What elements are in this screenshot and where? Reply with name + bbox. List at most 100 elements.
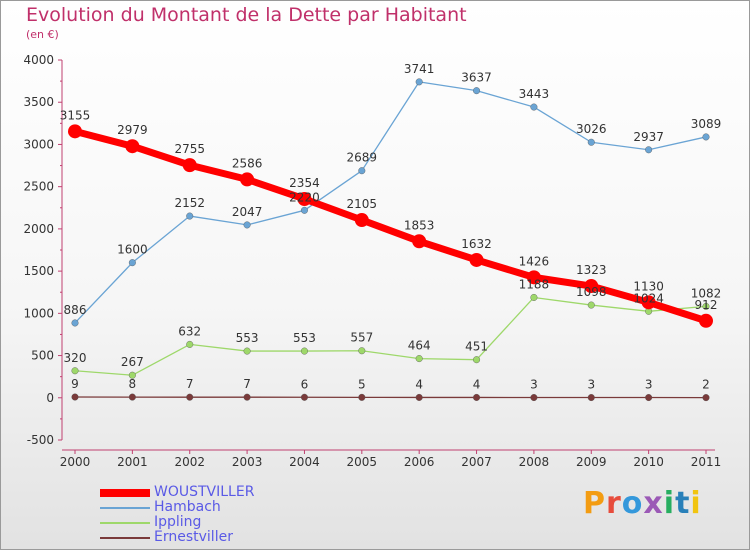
data-point-ippling [473, 356, 481, 364]
logo-letter: i [690, 486, 702, 521]
chart-subtitle: (en €) [26, 28, 59, 41]
data-point-ernestviller [71, 393, 79, 401]
data-label-hambach: 2937 [633, 130, 664, 144]
logo-letter: t [675, 486, 691, 521]
data-point-ippling [71, 367, 79, 375]
series-line-hambach [74, 81, 707, 324]
data-label-ippling: 451 [465, 340, 488, 354]
legend-swatch [100, 522, 150, 524]
data-label-woustviller: 2586 [232, 156, 263, 170]
data-label-hambach: 3637 [461, 71, 492, 85]
data-label-ippling: 464 [408, 339, 431, 353]
x-tick-label: 2008 [519, 455, 550, 469]
data-point-ernestviller [415, 393, 423, 401]
data-label-ernestviller: 4 [473, 377, 481, 391]
data-point-ernestviller [587, 394, 595, 402]
data-point-hambach [128, 259, 136, 267]
data-label-ernestviller: 6 [301, 377, 309, 391]
x-tick-label: 2010 [633, 455, 664, 469]
logo-letter: P [583, 486, 606, 521]
legend-item-hambach: Hambach [100, 499, 320, 515]
data-point-woustviller [125, 139, 140, 154]
data-point-ernestviller [702, 394, 710, 402]
data-label-hambach: 2220 [289, 190, 320, 204]
data-point-ernestviller [300, 393, 308, 401]
data-label-woustviller: 2755 [174, 142, 205, 156]
logo-letter: i [663, 486, 676, 521]
y-tick-label: 1500 [23, 264, 54, 278]
y-tick-label: 2000 [23, 222, 54, 236]
y-tick-label: 3000 [23, 137, 54, 151]
x-tick-label: 2001 [117, 455, 148, 469]
data-point-hambach [645, 146, 653, 154]
legend-swatch [100, 537, 150, 539]
y-tick-label: 500 [31, 349, 54, 363]
data-point-woustviller [240, 172, 255, 187]
data-label-ippling: 320 [64, 351, 87, 365]
data-label-ernestviller: 9 [71, 377, 79, 391]
y-tick-label: 2500 [23, 180, 54, 194]
y-tick-label: 0 [46, 391, 54, 405]
data-point-ernestviller [128, 393, 136, 401]
data-label-ernestviller: 7 [243, 377, 251, 391]
x-tick-label: 2006 [404, 455, 435, 469]
series-line-ernestviller [74, 396, 707, 399]
legend-label: Ippling [154, 514, 202, 530]
data-point-ippling [243, 347, 251, 355]
data-label-ernestviller: 8 [129, 377, 137, 391]
data-label-woustviller: 912 [695, 298, 718, 312]
data-label-hambach: 3443 [519, 87, 550, 101]
data-point-woustviller [699, 313, 713, 328]
data-label-ippling: 553 [293, 331, 316, 345]
data-point-woustviller [354, 213, 369, 228]
legend-label: WOUSTVILLER [154, 484, 255, 500]
data-point-ippling [530, 293, 538, 301]
x-tick-label: 2005 [347, 455, 378, 469]
data-label-ernestviller: 3 [587, 378, 595, 392]
data-label-ippling: 267 [121, 355, 144, 369]
data-point-ippling [358, 347, 366, 355]
y-tick-label: 1000 [23, 306, 54, 320]
data-label-woustviller: 2354 [289, 176, 320, 190]
chart-legend: WOUSTVILLER Hambach Ippling Ernestviller [100, 484, 320, 545]
data-point-ernestviller [645, 394, 653, 402]
data-label-hambach: 2047 [232, 205, 263, 219]
data-point-ernestviller [243, 393, 251, 401]
data-label-ippling: 632 [178, 324, 201, 338]
data-point-hambach [358, 167, 366, 175]
data-point-hambach [587, 138, 595, 146]
data-point-hambach [473, 87, 481, 95]
x-tick-label: 2000 [60, 455, 91, 469]
data-point-hambach [71, 319, 79, 327]
x-tick-label: 2011 [691, 455, 722, 469]
legend-item-ernestviller: Ernestviller [100, 529, 320, 545]
data-label-ippling: 553 [236, 331, 259, 345]
data-label-ernestviller: 2 [702, 378, 710, 392]
data-label-ippling: 1098 [576, 285, 607, 299]
y-tick-label: 3500 [23, 95, 54, 109]
x-tick-label: 2003 [232, 455, 263, 469]
data-point-ippling [186, 340, 194, 348]
legend-label: Hambach [154, 499, 221, 515]
data-label-hambach: 1600 [117, 243, 148, 257]
data-label-ernestviller: 7 [186, 377, 194, 391]
data-point-ernestviller [530, 394, 538, 402]
data-label-woustviller: 1130 [633, 279, 664, 293]
data-label-ippling: 557 [350, 331, 373, 345]
data-point-ernestviller [186, 393, 194, 401]
data-point-ippling [415, 355, 423, 363]
legend-swatch [100, 507, 150, 509]
data-label-woustviller: 1632 [461, 237, 492, 251]
legend-item-woustviller: WOUSTVILLER [100, 484, 320, 500]
data-point-hambach [186, 212, 194, 220]
data-label-ernestviller: 3 [645, 378, 653, 392]
data-point-ippling [702, 302, 710, 310]
data-point-woustviller [641, 295, 656, 310]
logo-letter: o [621, 486, 644, 521]
legend-swatch [100, 489, 150, 497]
data-point-ippling [587, 301, 595, 309]
data-point-woustviller [412, 234, 427, 249]
data-label-hambach: 2152 [174, 196, 205, 210]
